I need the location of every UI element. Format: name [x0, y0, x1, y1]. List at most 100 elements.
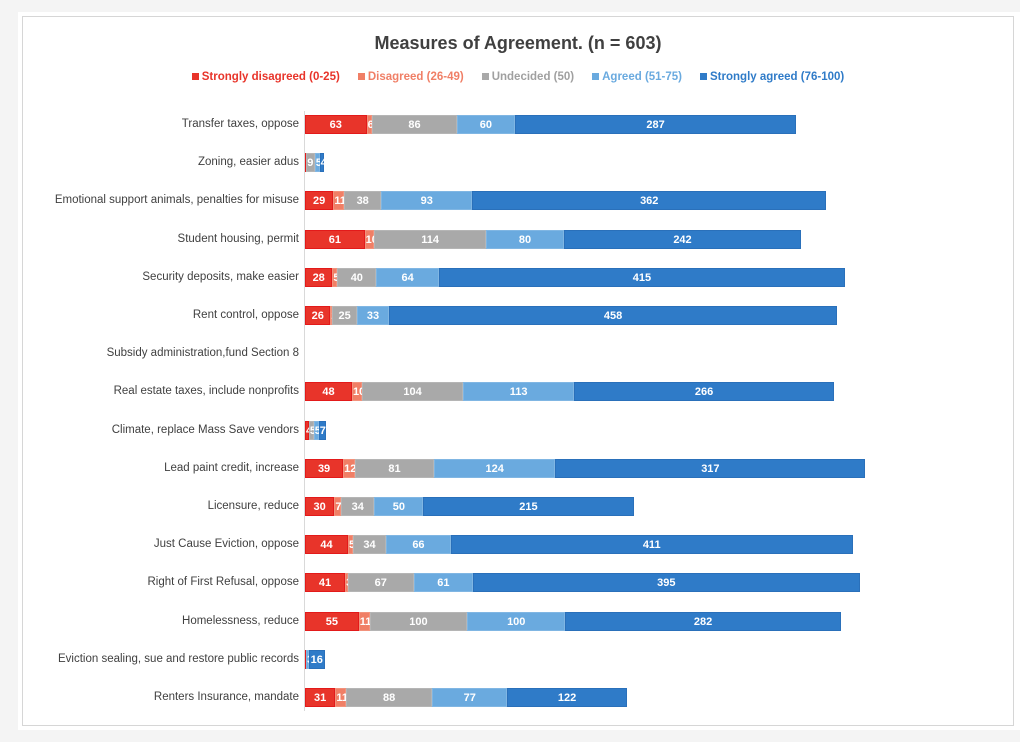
category-axis-line	[304, 111, 305, 711]
data-label: 11	[336, 692, 348, 704]
bar-segment: 5	[308, 420, 316, 440]
bar-segment: 5	[314, 153, 322, 173]
bar-segment: 88	[346, 688, 433, 707]
data-label: 34	[351, 501, 364, 513]
category-label: Security deposits, make easier	[142, 270, 299, 283]
bar-segment: 77	[432, 688, 508, 707]
bar-segment: 61	[413, 573, 474, 593]
bar-segment: 67	[348, 573, 414, 593]
data-label: 266	[694, 386, 714, 399]
bar-segment: 55	[305, 611, 359, 631]
bar-segment: 5	[313, 420, 321, 440]
bar-segment: 34	[352, 535, 387, 555]
bar-segment: 66	[386, 535, 451, 555]
bar-segment: 9	[305, 153, 315, 173]
bar-segment: 282	[565, 611, 841, 631]
bar-segment: 395	[473, 573, 860, 593]
bar-segment: 16	[308, 649, 325, 669]
data-label: 100	[507, 615, 526, 628]
data-label: 100	[409, 615, 428, 628]
data-label: 86	[408, 119, 421, 131]
data-label: 41	[318, 577, 332, 590]
category-label: Transfer taxes, oppose	[181, 118, 299, 130]
data-label: 81	[388, 462, 401, 475]
data-label: 31	[314, 692, 327, 704]
data-label: 9	[307, 157, 314, 170]
bar-segment: 317	[555, 458, 866, 478]
category-label: Homelessness, reduce	[182, 614, 299, 627]
bar-segment: 104	[361, 382, 464, 402]
legend-item: Undecided (50)	[481, 71, 575, 83]
data-label: 77	[463, 692, 476, 704]
bar-segment: 242	[564, 229, 801, 249]
bar-segment: 362	[472, 191, 827, 211]
data-label: 122	[557, 692, 577, 704]
data-label: 362	[640, 195, 659, 208]
bar-segment: 7	[334, 497, 341, 516]
data-label: 6	[367, 119, 374, 131]
data-label: 55	[325, 615, 339, 628]
data-label: 30	[313, 501, 326, 513]
category-label: Subsidy administration,fund Section 8	[106, 347, 299, 360]
chart-area: Measures of Agreement. (n = 603) Strongl…	[22, 16, 1014, 726]
bar-segment: 63	[305, 115, 367, 134]
data-label: 4	[320, 157, 327, 170]
data-label: 104	[403, 386, 422, 399]
data-label: 114	[421, 233, 440, 246]
category-label: Right of First Refusal, oppose	[147, 576, 300, 589]
plot-area: Transfer taxes, oppose 63 6 86 60 287 Zoning, …	[23, 17, 1013, 725]
category-label: Eviction sealing, sue and restore public…	[58, 652, 299, 665]
bar-segment: 40	[337, 267, 377, 287]
bar-segment: 44	[305, 535, 349, 555]
bar-segment: 50	[374, 497, 424, 516]
category-label: Just Cause Eviction, oppose	[153, 538, 299, 551]
bar-segment: 80	[485, 229, 565, 249]
data-label: 5	[316, 157, 322, 169]
data-label: 5	[310, 425, 316, 437]
data-label: 93	[420, 195, 433, 208]
bar-segment: 287	[515, 115, 796, 134]
data-label: 34	[363, 539, 376, 552]
bar-segment: 122	[507, 688, 627, 707]
category-label: Lead paint credit, increase	[164, 461, 299, 474]
data-label: 39	[317, 462, 331, 475]
bar-segment: 5	[348, 535, 355, 555]
bar-segment: 38	[344, 191, 382, 211]
bar-segment: 29	[305, 191, 334, 211]
data-label: 411	[642, 539, 661, 552]
legend-label: Undecided (50)	[491, 71, 575, 83]
data-label: 67	[374, 577, 387, 590]
legend-item: Strongly disagreed (0-25)	[191, 71, 340, 83]
data-label: 5	[315, 425, 321, 437]
data-label: 415	[632, 271, 652, 284]
category-label: Student housing, permit	[177, 232, 299, 245]
legend-swatch	[357, 73, 365, 80]
bar-segment: 39	[305, 458, 344, 478]
data-label: 113	[509, 386, 528, 399]
legend: Strongly disagreed (0-25) Disagreed (26-4…	[23, 71, 1013, 83]
data-label: 50	[392, 501, 405, 513]
bar-segment: 25	[332, 306, 357, 325]
data-label: 44	[320, 539, 333, 552]
data-label: 11	[334, 195, 346, 208]
category-label: Rent control, oppose	[192, 309, 299, 321]
bar-segment: 114	[374, 229, 486, 249]
data-label: 7	[319, 424, 326, 437]
bar-segment: 30	[305, 497, 335, 516]
data-label: 61	[328, 233, 341, 246]
category-label: Emotional support animals, penalties for…	[54, 194, 299, 207]
category-label: Renters Insurance, mandate	[153, 691, 299, 703]
bar-segment: 11	[335, 688, 348, 707]
legend-swatch	[592, 73, 600, 80]
bar-segment: 64	[376, 267, 439, 287]
bar-segment: 61	[305, 229, 365, 249]
bar-segment: 31	[305, 688, 336, 707]
data-label: 63	[329, 119, 342, 131]
data-label: 11	[359, 615, 372, 628]
bar-segment: 10	[364, 229, 378, 249]
bar-segment: 215	[423, 497, 634, 516]
legend-item: Agreed (51-75)	[592, 71, 682, 83]
data-label: 458	[603, 310, 623, 322]
data-label: 12	[344, 462, 357, 475]
data-label: 282	[693, 615, 713, 628]
